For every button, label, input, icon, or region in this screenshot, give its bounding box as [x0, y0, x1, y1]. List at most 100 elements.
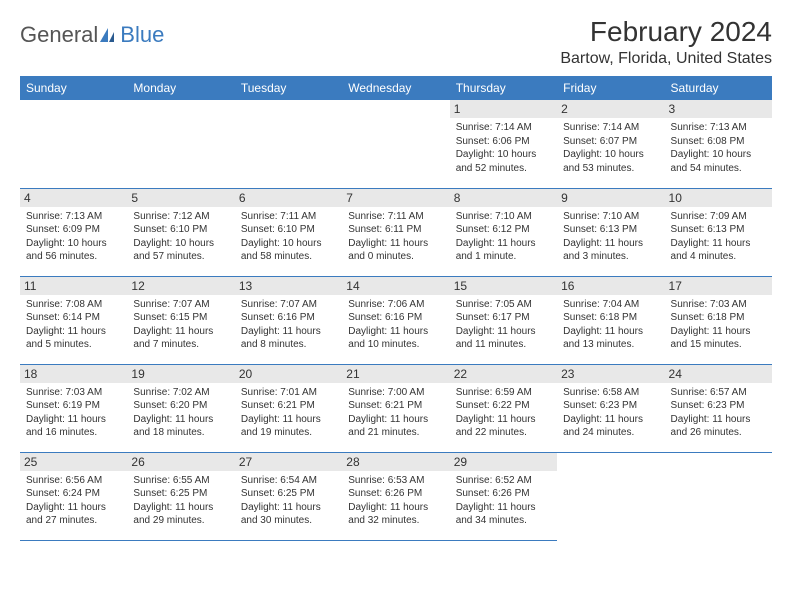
day-details: Sunrise: 6:57 AMSunset: 6:23 PMDaylight:…: [671, 386, 766, 440]
calendar-cell: 4Sunrise: 7:13 AMSunset: 6:09 PMDaylight…: [20, 188, 127, 276]
day-details: Sunrise: 6:55 AMSunset: 6:25 PMDaylight:…: [133, 474, 228, 528]
day-details: Sunrise: 7:11 AMSunset: 6:10 PMDaylight:…: [241, 210, 336, 264]
day-number: 21: [342, 365, 449, 383]
day-number: 2: [557, 100, 664, 118]
day-number: 23: [557, 365, 664, 383]
day-number: 12: [127, 277, 234, 295]
day-details: Sunrise: 6:53 AMSunset: 6:26 PMDaylight:…: [348, 474, 443, 528]
day-number: 17: [665, 277, 772, 295]
day-details: Sunrise: 7:08 AMSunset: 6:14 PMDaylight:…: [26, 298, 121, 352]
dayhead-mon: Monday: [127, 76, 234, 100]
calendar-cell: 25Sunrise: 6:56 AMSunset: 6:24 PMDayligh…: [20, 452, 127, 540]
logo-text-blue: Blue: [120, 22, 164, 48]
calendar-cell: 9 Sunrise: 7:10 AMSunset: 6:13 PMDaylight…: [557, 188, 664, 276]
day-number: 27: [235, 453, 342, 471]
calendar-cell: 5Sunrise: 7:12 AMSunset: 6:10 PMDaylight…: [127, 188, 234, 276]
dayhead-fri: Friday: [557, 76, 664, 100]
title-block: February 2024 Bartow, Florida, United St…: [560, 16, 772, 68]
day-details: Sunrise: 7:10 AMSunset: 6:12 PMDaylight:…: [456, 210, 551, 264]
calendar-cell: 18 Sunrise: 7:03 AMSunset: 6:19 PMDayligh…: [20, 364, 127, 452]
calendar-cell: 6Sunrise: 7:11 AMSunset: 6:10 PMDaylight…: [235, 188, 342, 276]
calendar-cell: 24 Sunrise: 6:57 AMSunset: 6:23 PMDayligh…: [665, 364, 772, 452]
location-text: Bartow, Florida, United States: [560, 50, 772, 68]
day-details: Sunrise: 7:14 AMSunset: 6:07 PMDaylight:…: [563, 121, 658, 175]
day-details: Sunrise: 7:02 AMSunset: 6:20 PMDaylight:…: [133, 386, 228, 440]
calendar-row: 1 Sunrise: 7:14 AMSunset: 6:06 PMDaylight…: [20, 100, 772, 188]
calendar-cell: 28 Sunrise: 6:53 AMSunset: 6:26 PMDayligh…: [342, 452, 449, 540]
logo: General Blue: [20, 22, 164, 48]
day-details: Sunrise: 6:56 AMSunset: 6:24 PMDaylight:…: [26, 474, 121, 528]
day-details: Sunrise: 6:59 AMSunset: 6:22 PMDaylight:…: [456, 386, 551, 440]
day-number: 16: [557, 277, 664, 295]
calendar-cell: [557, 452, 664, 540]
calendar-cell: [665, 452, 772, 540]
day-details: Sunrise: 7:13 AMSunset: 6:09 PMDaylight:…: [26, 210, 121, 264]
day-header-row: Sunday Monday Tuesday Wednesday Thursday…: [20, 76, 772, 100]
calendar-cell: 1 Sunrise: 7:14 AMSunset: 6:06 PMDaylight…: [450, 100, 557, 188]
calendar-cell: 13Sunrise: 7:07 AMSunset: 6:16 PMDayligh…: [235, 276, 342, 364]
calendar-cell: 16 Sunrise: 7:04 AMSunset: 6:18 PMDayligh…: [557, 276, 664, 364]
day-number: 26: [127, 453, 234, 471]
calendar-cell: [235, 100, 342, 188]
day-number: 9: [557, 189, 664, 207]
calendar-row: 25Sunrise: 6:56 AMSunset: 6:24 PMDayligh…: [20, 452, 772, 540]
calendar-cell: 10Sunrise: 7:09 AMSunset: 6:13 PMDayligh…: [665, 188, 772, 276]
calendar-cell: 29Sunrise: 6:52 AMSunset: 6:26 PMDayligh…: [450, 452, 557, 540]
calendar-cell: [127, 100, 234, 188]
day-number: 13: [235, 277, 342, 295]
day-details: Sunrise: 7:14 AMSunset: 6:06 PMDaylight:…: [456, 121, 551, 175]
logo-text-general: General: [20, 22, 98, 48]
calendar-cell: 11 Sunrise: 7:08 AMSunset: 6:14 PMDayligh…: [20, 276, 127, 364]
day-details: Sunrise: 7:03 AMSunset: 6:19 PMDaylight:…: [26, 386, 121, 440]
dayhead-thu: Thursday: [450, 76, 557, 100]
day-number: 10: [665, 189, 772, 207]
calendar-cell: 22Sunrise: 6:59 AMSunset: 6:22 PMDayligh…: [450, 364, 557, 452]
calendar-cell: 19Sunrise: 7:02 AMSunset: 6:20 PMDayligh…: [127, 364, 234, 452]
calendar-cell: 14Sunrise: 7:06 AMSunset: 6:16 PMDayligh…: [342, 276, 449, 364]
day-details: Sunrise: 7:00 AMSunset: 6:21 PMDaylight:…: [348, 386, 443, 440]
day-details: Sunrise: 7:10 AMSunset: 6:13 PMDaylight:…: [563, 210, 658, 264]
day-details: Sunrise: 7:05 AMSunset: 6:17 PMDaylight:…: [456, 298, 551, 352]
calendar-cell: 8 Sunrise: 7:10 AMSunset: 6:12 PMDaylight…: [450, 188, 557, 276]
day-number: 28: [342, 453, 449, 471]
day-number: 24: [665, 365, 772, 383]
day-number: 8: [450, 189, 557, 207]
calendar-cell: 23 Sunrise: 6:58 AMSunset: 6:23 PMDayligh…: [557, 364, 664, 452]
day-details: Sunrise: 7:11 AMSunset: 6:11 PMDaylight:…: [348, 210, 443, 264]
day-number: 14: [342, 277, 449, 295]
day-details: Sunrise: 7:03 AMSunset: 6:18 PMDaylight:…: [671, 298, 766, 352]
day-details: Sunrise: 6:54 AMSunset: 6:25 PMDaylight:…: [241, 474, 336, 528]
calendar-cell: 7 Sunrise: 7:11 AMSunset: 6:11 PMDaylight…: [342, 188, 449, 276]
calendar-cell: 15 Sunrise: 7:05 AMSunset: 6:17 PMDayligh…: [450, 276, 557, 364]
day-number: 15: [450, 277, 557, 295]
calendar-row: 18 Sunrise: 7:03 AMSunset: 6:19 PMDayligh…: [20, 364, 772, 452]
calendar-cell: [342, 100, 449, 188]
day-number: 7: [342, 189, 449, 207]
day-number: 1: [450, 100, 557, 118]
day-details: Sunrise: 7:04 AMSunset: 6:18 PMDaylight:…: [563, 298, 658, 352]
day-details: Sunrise: 6:52 AMSunset: 6:26 PMDaylight:…: [456, 474, 551, 528]
day-number: 11: [20, 277, 127, 295]
calendar-cell: 26 Sunrise: 6:55 AMSunset: 6:25 PMDayligh…: [127, 452, 234, 540]
month-title: February 2024: [560, 16, 772, 48]
calendar-table: Sunday Monday Tuesday Wednesday Thursday…: [20, 76, 772, 541]
calendar-row: 4Sunrise: 7:13 AMSunset: 6:09 PMDaylight…: [20, 188, 772, 276]
dayhead-sat: Saturday: [665, 76, 772, 100]
calendar-cell: 3Sunrise: 7:13 AMSunset: 6:08 PMDaylight…: [665, 100, 772, 188]
logo-sail-icon: [100, 28, 118, 42]
calendar-cell: 17 Sunrise: 7:03 AMSunset: 6:18 PMDayligh…: [665, 276, 772, 364]
calendar-row: 11 Sunrise: 7:08 AMSunset: 6:14 PMDayligh…: [20, 276, 772, 364]
day-details: Sunrise: 7:13 AMSunset: 6:08 PMDaylight:…: [671, 121, 766, 175]
day-details: Sunrise: 6:58 AMSunset: 6:23 PMDaylight:…: [563, 386, 658, 440]
calendar-cell: 21 Sunrise: 7:00 AMSunset: 6:21 PMDayligh…: [342, 364, 449, 452]
day-details: Sunrise: 7:01 AMSunset: 6:21 PMDaylight:…: [241, 386, 336, 440]
calendar-cell: 20 Sunrise: 7:01 AMSunset: 6:21 PMDayligh…: [235, 364, 342, 452]
day-details: Sunrise: 7:07 AMSunset: 6:15 PMDaylight:…: [133, 298, 228, 352]
day-number: 18: [20, 365, 127, 383]
calendar-cell: 27 Sunrise: 6:54 AMSunset: 6:25 PMDayligh…: [235, 452, 342, 540]
calendar-body: 1 Sunrise: 7:14 AMSunset: 6:06 PMDaylight…: [20, 100, 772, 540]
calendar-cell: 2 Sunrise: 7:14 AMSunset: 6:07 PMDaylight…: [557, 100, 664, 188]
dayhead-wed: Wednesday: [342, 76, 449, 100]
calendar-cell: [20, 100, 127, 188]
day-number: 20: [235, 365, 342, 383]
